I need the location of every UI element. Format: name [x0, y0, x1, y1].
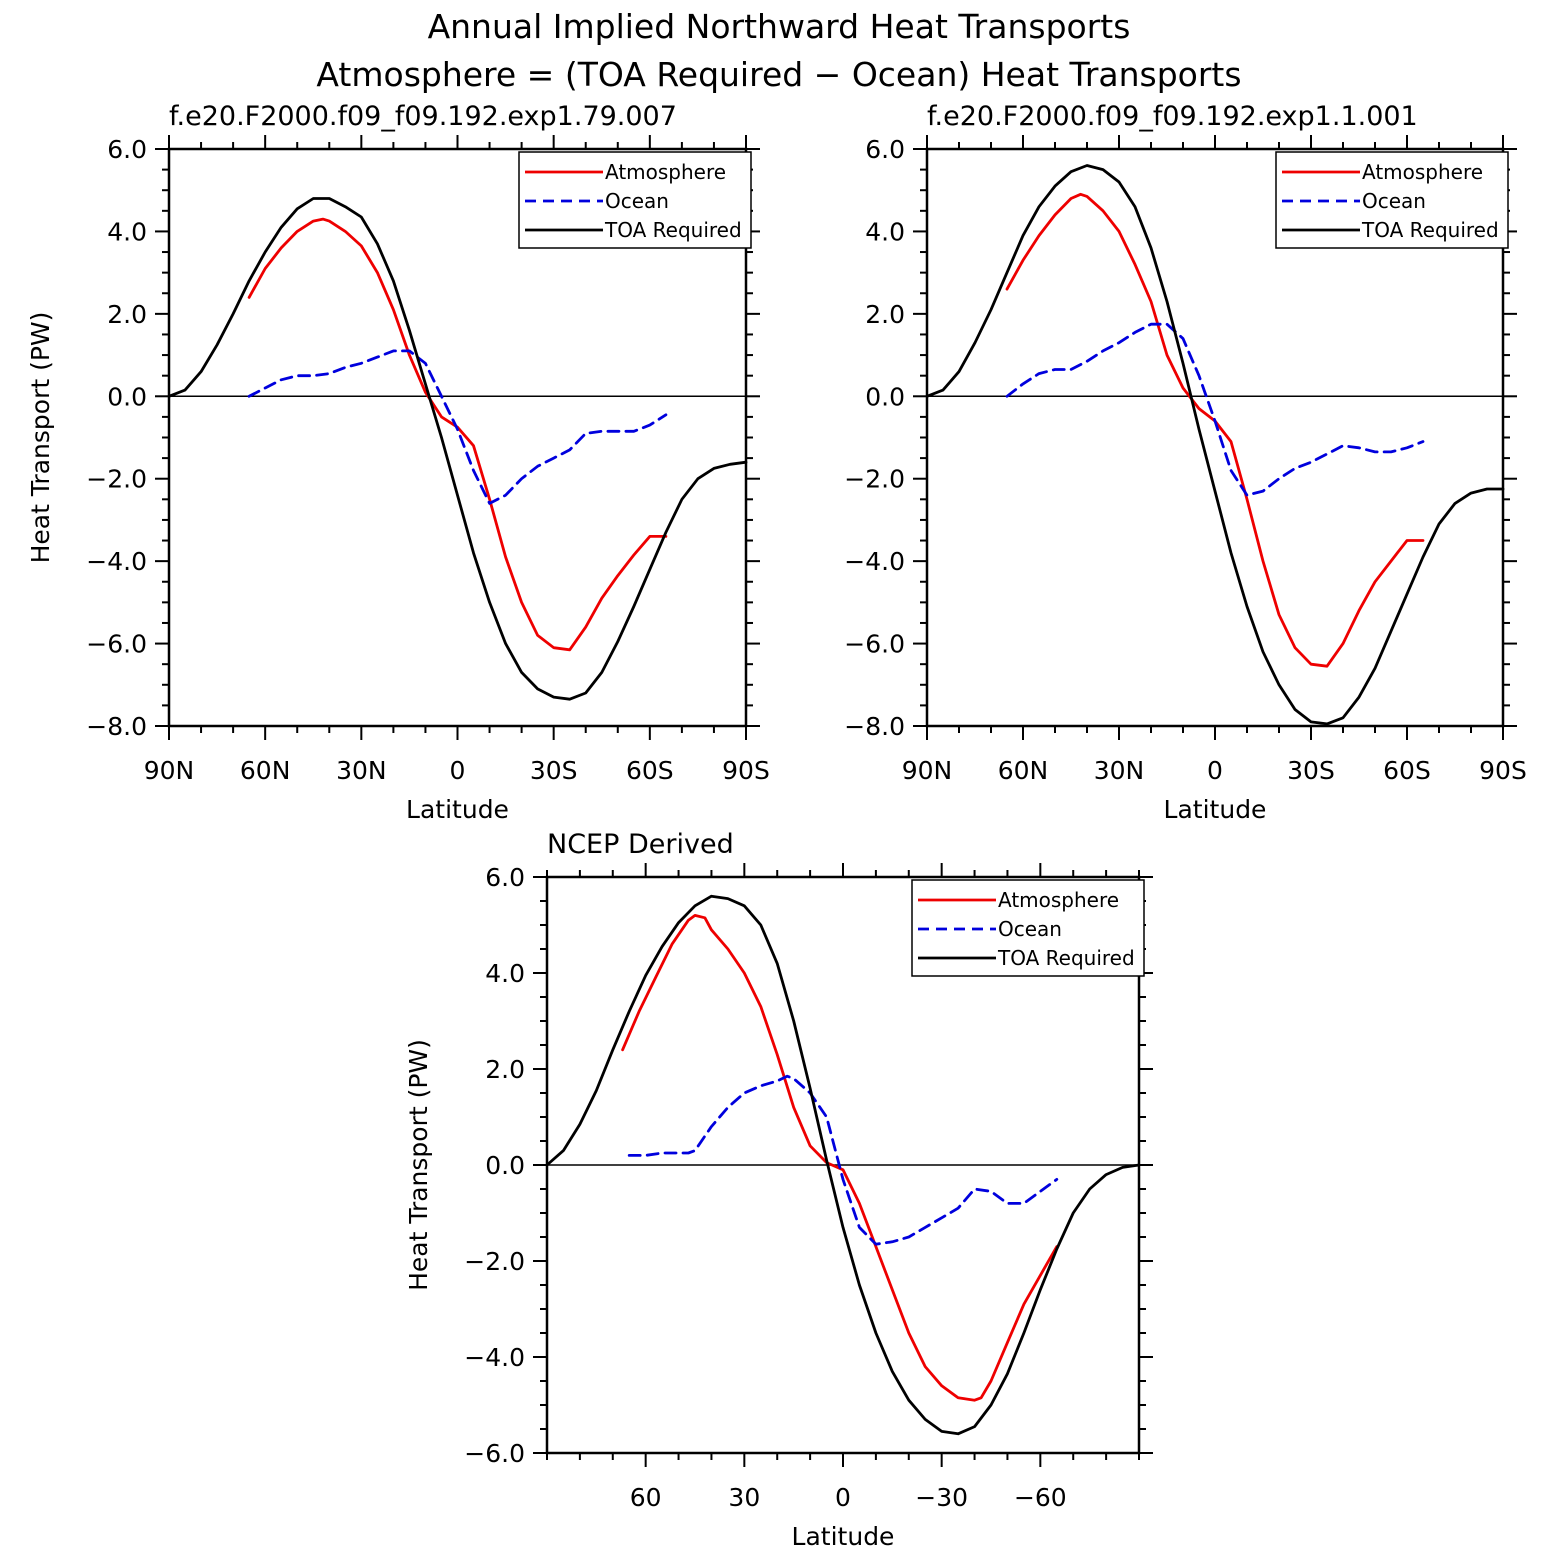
- y-tick-label: 6.0: [485, 863, 525, 892]
- x-tick-label: 90S: [1479, 756, 1527, 785]
- panel-title: f.e20.F2000.f09_f09.192.exp1.79.007: [169, 101, 677, 132]
- legend-label: Atmosphere: [605, 160, 726, 184]
- y-axis-label: Heat Transport (PW): [404, 1039, 433, 1291]
- y-tick-label: −2.0: [844, 465, 905, 494]
- x-tick-label: 30S: [530, 756, 578, 785]
- y-tick-label: 2.0: [485, 1055, 525, 1084]
- x-axis-label: Latitude: [406, 795, 509, 824]
- legend-box: [1275, 151, 1509, 249]
- y-tick-label: 4.0: [865, 217, 905, 246]
- y-tick-label: 0.0: [107, 382, 147, 411]
- x-tick-label: 60: [630, 1483, 662, 1512]
- y-tick-label: 2.0: [865, 300, 905, 329]
- x-tick-label: 90N: [144, 756, 195, 785]
- series-line-toa-required: [925, 164, 1505, 726]
- legend-box: [911, 879, 1145, 977]
- panel-model-1: 6.0 4.0 2.0 0.0 −2.0 −4.0 −6.0 −8.0 90N 60N 30N 0 30…: [844, 101, 1527, 824]
- y-tick-label: 0.0: [485, 1151, 525, 1180]
- legend-label: TOA Required: [1361, 218, 1499, 242]
- x-tick-label: 90N: [902, 756, 953, 785]
- y-tick-label: 6.0: [865, 135, 905, 164]
- x-axis-label: Latitude: [1164, 795, 1267, 824]
- y-tick-label: 2.0: [107, 300, 147, 329]
- y-tick-label: 6.0: [107, 135, 147, 164]
- series-line-ocean: [247, 349, 668, 505]
- x-tick-label: 60S: [626, 756, 674, 785]
- y-tick-label: 0.0: [865, 382, 905, 411]
- panel-title: f.e20.F2000.f09_f09.192.exp1.1.001: [927, 101, 1418, 132]
- x-tick-label: 0: [835, 1483, 851, 1512]
- panel-model-79: 6.0 4.0 2.0 0.0 −2.0 −4.0 −6.0 −8.0 90N 60N 30N 0 30…: [26, 101, 770, 824]
- y-tick-label: −6.0: [86, 630, 147, 659]
- x-tick-label: 60N: [240, 756, 291, 785]
- y-tick-label: −8.0: [844, 712, 905, 741]
- x-tick-label: −30: [915, 1483, 968, 1512]
- y-tick-label: −4.0: [844, 547, 905, 576]
- y-tick-label: 4.0: [107, 217, 147, 246]
- y-tick-label: −6.0: [844, 630, 905, 659]
- x-tick-label: 60N: [998, 756, 1049, 785]
- figure-title-line2: Atmosphere = (TOA Required − Ocean) Heat…: [316, 55, 1241, 94]
- x-tick-label: 0: [1207, 756, 1223, 785]
- y-tick-label: 4.0: [485, 959, 525, 988]
- y-tick-label: −2.0: [464, 1247, 525, 1276]
- y-tick-label: −2.0: [86, 465, 147, 494]
- x-tick-label: 60S: [1383, 756, 1431, 785]
- y-axis-label: Heat Transport (PW): [26, 312, 55, 564]
- y-tick-label: −4.0: [464, 1343, 525, 1372]
- x-tick-label: 0: [450, 756, 466, 785]
- legend-box: [518, 151, 752, 249]
- x-axis-label: Latitude: [792, 1522, 895, 1551]
- series-line-atmosphere: [1005, 192, 1425, 668]
- figure-title-line1: Annual Implied Northward Heat Transports: [428, 7, 1131, 46]
- legend-label: Ocean: [1362, 189, 1426, 213]
- series-line-toa-required: [545, 894, 1141, 1436]
- series-line-ocean: [1005, 322, 1425, 497]
- x-tick-label: 30: [728, 1483, 760, 1512]
- y-tick-label: −6.0: [464, 1439, 525, 1468]
- series-line-atmosphere: [621, 914, 1059, 1402]
- panel-ncep-derived: 6.0 4.0 2.0 0.0 −2.0 −4.0 −6.0 60 30 0 −30 −60 Latit…: [404, 829, 1153, 1551]
- legend-label: Atmosphere: [1362, 160, 1483, 184]
- series-line-ocean: [627, 1074, 1059, 1246]
- legend-label: TOA Required: [604, 218, 742, 242]
- series-line-atmosphere: [247, 217, 668, 652]
- x-tick-label: 30S: [1287, 756, 1335, 785]
- legend-label: Ocean: [605, 189, 669, 213]
- series-line-toa-required: [167, 197, 748, 701]
- legend-label: TOA Required: [997, 946, 1135, 970]
- x-tick-label: 90S: [722, 756, 770, 785]
- legend-label: Atmosphere: [998, 888, 1119, 912]
- x-tick-label: 30N: [1094, 756, 1145, 785]
- x-tick-label: −60: [1014, 1483, 1067, 1512]
- panel-title: NCEP Derived: [547, 829, 734, 860]
- x-tick-label: 30N: [336, 756, 387, 785]
- y-tick-label: −8.0: [86, 712, 147, 741]
- y-tick-label: −4.0: [86, 547, 147, 576]
- legend-label: Ocean: [998, 917, 1062, 941]
